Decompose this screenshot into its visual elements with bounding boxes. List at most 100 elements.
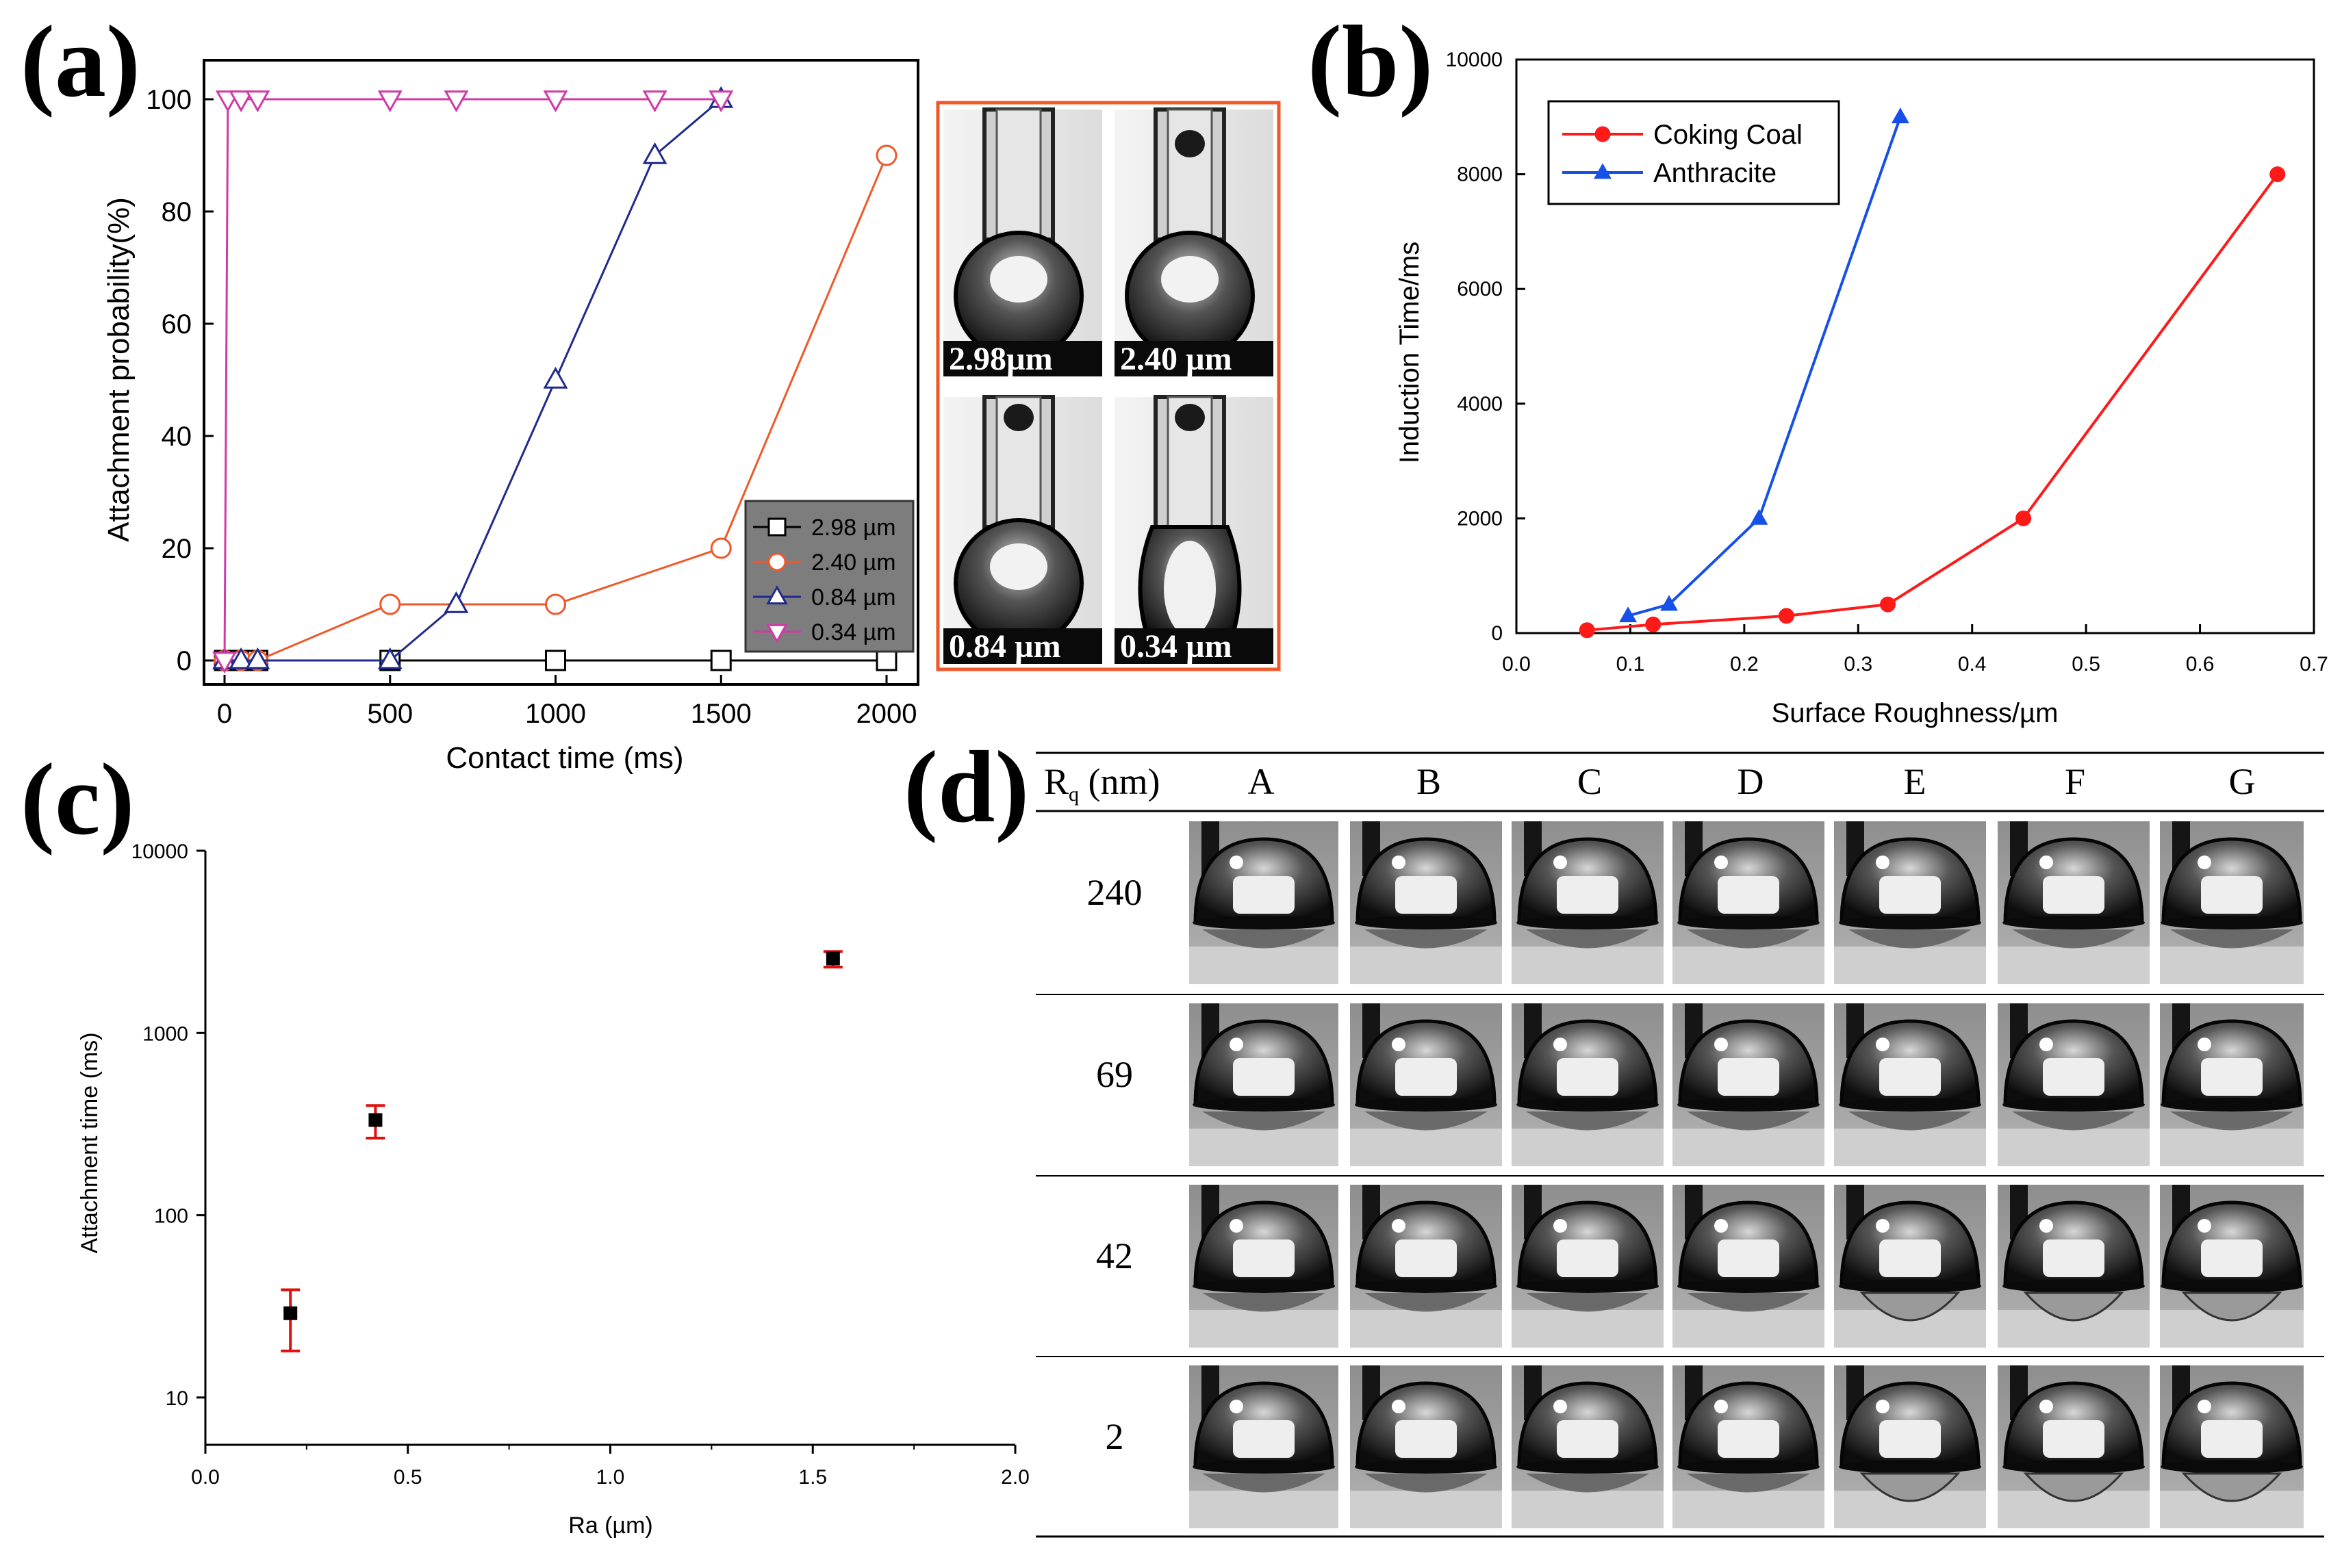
droplet-contact-line (1516, 1279, 1659, 1293)
photo-substrate (1672, 1491, 1824, 1528)
y-tick-label: 0 (177, 646, 192, 676)
droplet-photo (1672, 1003, 1824, 1166)
droplet-glint (1230, 1219, 1243, 1233)
series-line-3 (223, 98, 722, 661)
droplet-contact-line (1193, 1098, 1335, 1111)
photo-substrate (1512, 947, 1664, 984)
photo-substrate (2160, 947, 2304, 984)
row-label: 69 (1096, 1054, 1133, 1095)
droplet-highlight (990, 256, 1047, 303)
droplet-reflection (2043, 1420, 2104, 1458)
droplet-reflection-below (1526, 1474, 1649, 1493)
data-point (283, 1306, 298, 1320)
droplet-reflection-below (2170, 1111, 2293, 1131)
photo-substrate (1350, 1129, 1502, 1166)
droplet-reflection (1395, 876, 1457, 914)
droplet-contact-line (2161, 1098, 2303, 1111)
droplet-contact-line (1839, 916, 1981, 929)
droplet-contact-line (1677, 916, 1820, 929)
droplet-photo (1189, 1003, 1338, 1166)
droplet-reflection-below (1526, 1111, 1649, 1131)
panel-a-series (212, 86, 898, 674)
photo-substrate (1834, 947, 1986, 984)
data-point (1880, 596, 1896, 613)
y-tick-label: 10000 (1446, 49, 1503, 71)
legend-label: Anthracite (1653, 158, 1777, 188)
droplet-reflection-below (2012, 929, 2135, 949)
droplet-reflection (1718, 876, 1779, 914)
droplet-photo (1834, 1003, 1986, 1166)
droplet-contact-line (2002, 916, 2145, 929)
data-point (642, 90, 667, 113)
data-point (543, 90, 568, 113)
droplet-highlight (990, 543, 1047, 590)
bubble (1004, 404, 1034, 431)
droplet-glint (1392, 1400, 1405, 1413)
legend-label: 2.40 µm (811, 550, 896, 576)
droplet-photo (1512, 1365, 1664, 1528)
y-tick-label: 10000 (131, 840, 188, 863)
droplet-contact-line (1355, 1460, 1497, 1474)
y-tick-label: 1000 (142, 1023, 188, 1045)
data-point (1750, 509, 1768, 525)
droplet-reflection (2201, 1420, 2263, 1458)
droplet-reflection (1233, 876, 1295, 914)
bubble (1175, 130, 1205, 157)
droplet-contact-line (1677, 1460, 1820, 1474)
droplet-glint (1714, 856, 1728, 869)
panel-a: (a) 0 500 1000 1500 2000 0 20 40 60 80 100 Contact… (21, 5, 1281, 775)
data-point (379, 593, 401, 615)
series-line-2 (225, 98, 722, 662)
panel-a-plot-area (203, 59, 919, 686)
panel-b-y-axis-label: Induction Time/ms (1395, 242, 1425, 464)
droplet-reflection (1557, 876, 1618, 914)
inset-caption-bar (943, 628, 1102, 664)
droplet-reflection-below (1526, 929, 1649, 949)
droplet-reflection (2043, 1239, 2104, 1277)
droplet-reflection-below (1202, 1111, 1325, 1131)
droplet-highlight (1161, 256, 1219, 303)
droplet-contact-line (1193, 916, 1335, 929)
row-label: 2 (1106, 1416, 1124, 1457)
droplet-reflection (1557, 1058, 1618, 1096)
capillary-inner (995, 108, 1042, 241)
droplet-contact-line (1355, 1279, 1497, 1293)
data-point (709, 90, 734, 113)
table-header-rq: Rq (nm) (1044, 761, 1160, 806)
data-point (1645, 616, 1662, 632)
y-tick-label: 6000 (1457, 278, 1503, 300)
panel-c-axis-ticks: 0.0 0.5 1.0 1.5 2.0 10 100 1000 10000 (131, 840, 1030, 1489)
droplet-glint (1392, 1038, 1405, 1051)
panel-d: (d) Rq (nm) A B C D E F G 240 69 42 2 (904, 730, 2324, 1538)
y-tick-label: 20 (162, 534, 192, 564)
data-point (245, 647, 270, 669)
droplet-photo (1998, 1185, 2150, 1348)
data-point (245, 90, 270, 113)
droplet-glint (1876, 856, 1889, 869)
row-label: 42 (1096, 1235, 1133, 1276)
droplet-contact-line (1677, 1279, 1820, 1293)
y-tick-label: 0 (1491, 622, 1503, 645)
droplet-glint (1392, 856, 1405, 869)
droplet-photo (1998, 1003, 2150, 1166)
droplet-reflection-below (2023, 1291, 2124, 1322)
droplet-contact-line (2161, 1279, 2303, 1293)
droplet-contact-line (1355, 916, 1497, 929)
series-line-1 (1627, 116, 1902, 617)
column-header-e: E (1904, 761, 1926, 802)
legend-marker (766, 624, 788, 643)
panel-a-label: (a) (21, 5, 140, 118)
x-tick-label: 2.0 (1001, 1466, 1030, 1489)
droplet-reflection (2201, 1239, 2263, 1277)
droplet-reflection-below (2012, 1111, 2135, 1131)
photo-substrate (1672, 947, 1824, 984)
droplet-reflection-below (2181, 1472, 2282, 1502)
data-point (1778, 608, 1794, 624)
panel-b-x-axis-label: Surface Roughness/µm (1772, 698, 2059, 728)
data-point (2269, 166, 2286, 183)
droplet-reflection (1718, 1058, 1779, 1096)
inset-caption: 0.34 µm (1120, 628, 1232, 665)
data-point (212, 652, 237, 674)
droplet-photo (1998, 821, 2150, 984)
droplet-glint (2039, 1219, 2053, 1233)
